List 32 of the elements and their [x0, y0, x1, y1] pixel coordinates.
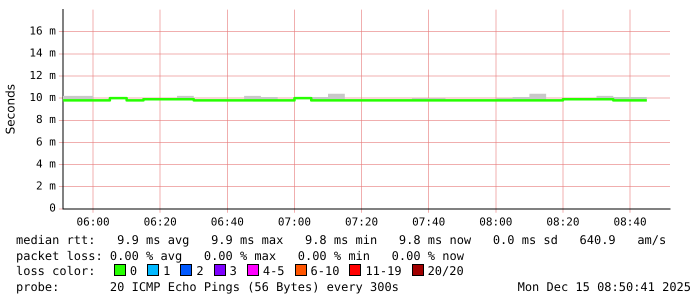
legend-title: loss color: [16, 264, 96, 278]
x-tick-label: 08:40 [614, 215, 647, 228]
x-tick-label: 07:00 [278, 215, 312, 228]
legend-label: 6-10 [310, 264, 340, 278]
legend-label: 0 [130, 264, 138, 278]
y-tick-label: 10 m [29, 90, 56, 104]
y-tick-label: 0 [49, 202, 56, 215]
y-tick-label: 4 m [36, 157, 56, 170]
text: Mon Dec 15 08:50:41 2025 [518, 280, 691, 295]
y-axis-title: Seconds [3, 84, 18, 134]
text: probe: 20 ICMP Echo Pings (56 Bytes) every 300s [16, 280, 399, 294]
legend-label: 11-19 [365, 264, 402, 278]
x-tick-label: 06:20 [144, 215, 177, 228]
x-tick-label: 07:20 [345, 215, 378, 228]
y-tick-label: 2 m [36, 180, 56, 193]
legend-label: 2 [196, 264, 204, 278]
y-tick-label: 16 m [29, 24, 56, 38]
y-tick-label: 12 m [29, 68, 56, 82]
x-tick-label: 07:40 [412, 215, 446, 228]
x-tick-label: 06:00 [76, 215, 110, 228]
x-tick-label: 08:00 [479, 215, 512, 228]
y-tick-label: 6 m [36, 135, 56, 148]
legend-label: 1 [163, 264, 170, 278]
text: packet loss: 0.00 % avg 0.00 % max 0.00 % min 0.00 % now [16, 248, 465, 264]
x-tick-label: 06:40 [210, 215, 244, 228]
legend-label: 20/20 [428, 264, 464, 278]
legend-label: 4-5 [262, 264, 285, 278]
y-tick-label: 14 m [29, 46, 56, 60]
y-tick-label: 8 m [36, 113, 56, 126]
x-tick-label: 08:20 [546, 215, 580, 228]
text: median rtt: 9.9 ms avg 9.9 ms max 9.8 ms min 9.8 ms now 0.0 ms sd 640.9 am/s [16, 233, 668, 248]
legend-label: 3 [230, 264, 237, 278]
